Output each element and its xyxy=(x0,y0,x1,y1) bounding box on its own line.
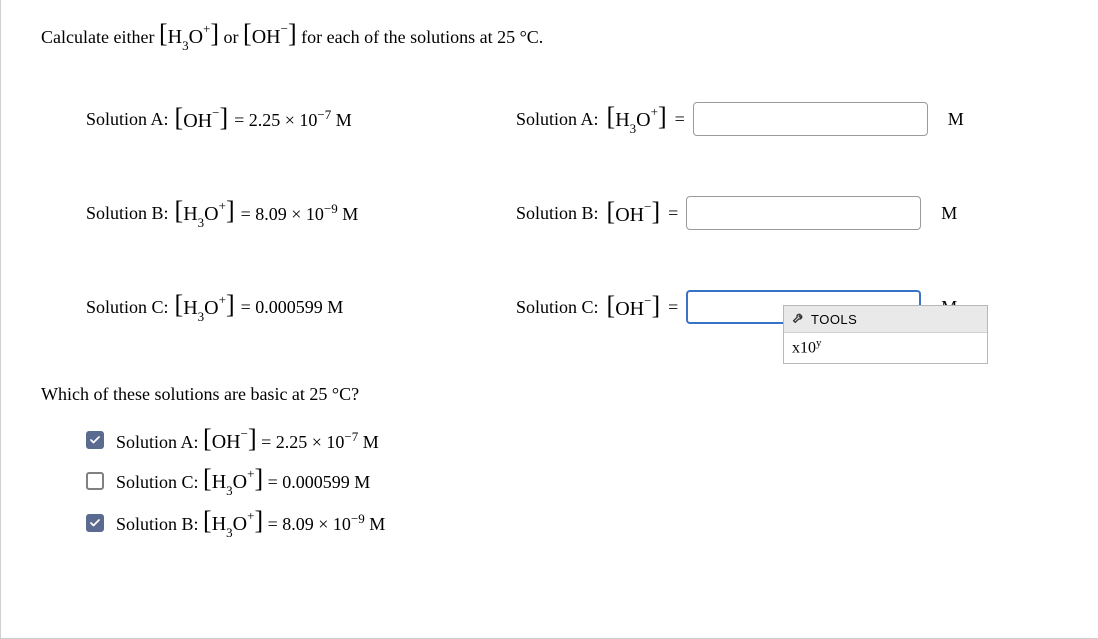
question-basic: Which of these solutions are basic at 25… xyxy=(41,384,1068,405)
given-side: Solution C: [H3O+] = 0.000599 M xyxy=(86,291,516,323)
choice-text: Solution B: [H3O+] = 8.09 × 10−9 M xyxy=(116,507,385,539)
given-value: = 0.000599 M xyxy=(241,297,344,318)
tools-sci-notation[interactable]: x10y xyxy=(784,333,987,363)
ask-species: [OH−] xyxy=(607,198,661,228)
equals-sign: = xyxy=(668,297,678,318)
solution-rows: Solution A: [OH−] = 2.25 × 10−7 MSolutio… xyxy=(86,102,1068,324)
prompt-mid: or xyxy=(224,27,244,47)
checkbox[interactable] xyxy=(86,514,104,532)
checkbox[interactable] xyxy=(86,431,104,449)
given-species: [H3O+] xyxy=(175,291,235,323)
given-species: [H3O+] xyxy=(175,197,235,229)
ask-side: Solution B: [OH−] = M xyxy=(516,196,957,230)
choice-item[interactable]: Solution A: [OH−] = 2.25 × 10−7 M xyxy=(86,425,1068,455)
ask-label: Solution B: xyxy=(516,203,599,224)
choice-text: Solution C: [H3O+] = 0.000599 M xyxy=(116,465,370,497)
answer-input[interactable] xyxy=(693,102,928,136)
solution-row: Solution B: [H3O+] = 8.09 × 10−9 MSoluti… xyxy=(86,196,1068,230)
ask-species: [OH−] xyxy=(607,292,661,322)
choice-list: Solution A: [OH−] = 2.25 × 10−7 M Solutio… xyxy=(86,425,1068,539)
solution-row: Solution A: [OH−] = 2.25 × 10−7 MSolutio… xyxy=(86,102,1068,136)
answer-input[interactable] xyxy=(686,196,921,230)
unit-label: M xyxy=(941,203,957,224)
choice-item[interactable]: Solution B: [H3O+] = 8.09 × 10−9 M xyxy=(86,507,1068,539)
choice-text: Solution A: [OH−] = 2.25 × 10−7 M xyxy=(116,425,379,455)
checkbox[interactable] xyxy=(86,472,104,490)
given-value: = 2.25 × 10−7 M xyxy=(234,107,352,131)
ask-species: [H3O+] xyxy=(607,103,667,135)
given-label: Solution B: xyxy=(86,203,169,224)
tools-popover: TOOLS x10y xyxy=(783,305,988,364)
choice-item[interactable]: Solution C: [H3O+] = 0.000599 M xyxy=(86,465,1068,497)
wrench-icon xyxy=(792,311,805,327)
species-oh: [OH−] xyxy=(243,26,297,48)
equals-sign: = xyxy=(675,109,685,130)
ask-label: Solution C: xyxy=(516,297,599,318)
question-prompt: Calculate either [H3O+] or [OH−] for eac… xyxy=(41,20,1068,52)
question-panel: Calculate either [H3O+] or [OH−] for eac… xyxy=(0,0,1098,639)
equals-sign: = xyxy=(668,203,678,224)
given-value: = 8.09 × 10−9 M xyxy=(241,201,359,225)
tools-header: TOOLS xyxy=(784,306,987,333)
ask-label: Solution A: xyxy=(516,109,599,130)
given-species: [OH−] xyxy=(175,104,229,134)
prompt-pre: Calculate either xyxy=(41,27,159,47)
tools-title: TOOLS xyxy=(811,312,857,327)
given-label: Solution C: xyxy=(86,297,169,318)
unit-label: M xyxy=(948,109,964,130)
species-h3o: [H3O+] xyxy=(159,26,219,48)
given-side: Solution A: [OH−] = 2.25 × 10−7 M xyxy=(86,104,516,134)
ask-side: Solution A: [H3O+] = M xyxy=(516,102,964,136)
given-side: Solution B: [H3O+] = 8.09 × 10−9 M xyxy=(86,197,516,229)
given-label: Solution A: xyxy=(86,109,169,130)
prompt-post: for each of the solutions at 25 °C. xyxy=(301,27,543,47)
